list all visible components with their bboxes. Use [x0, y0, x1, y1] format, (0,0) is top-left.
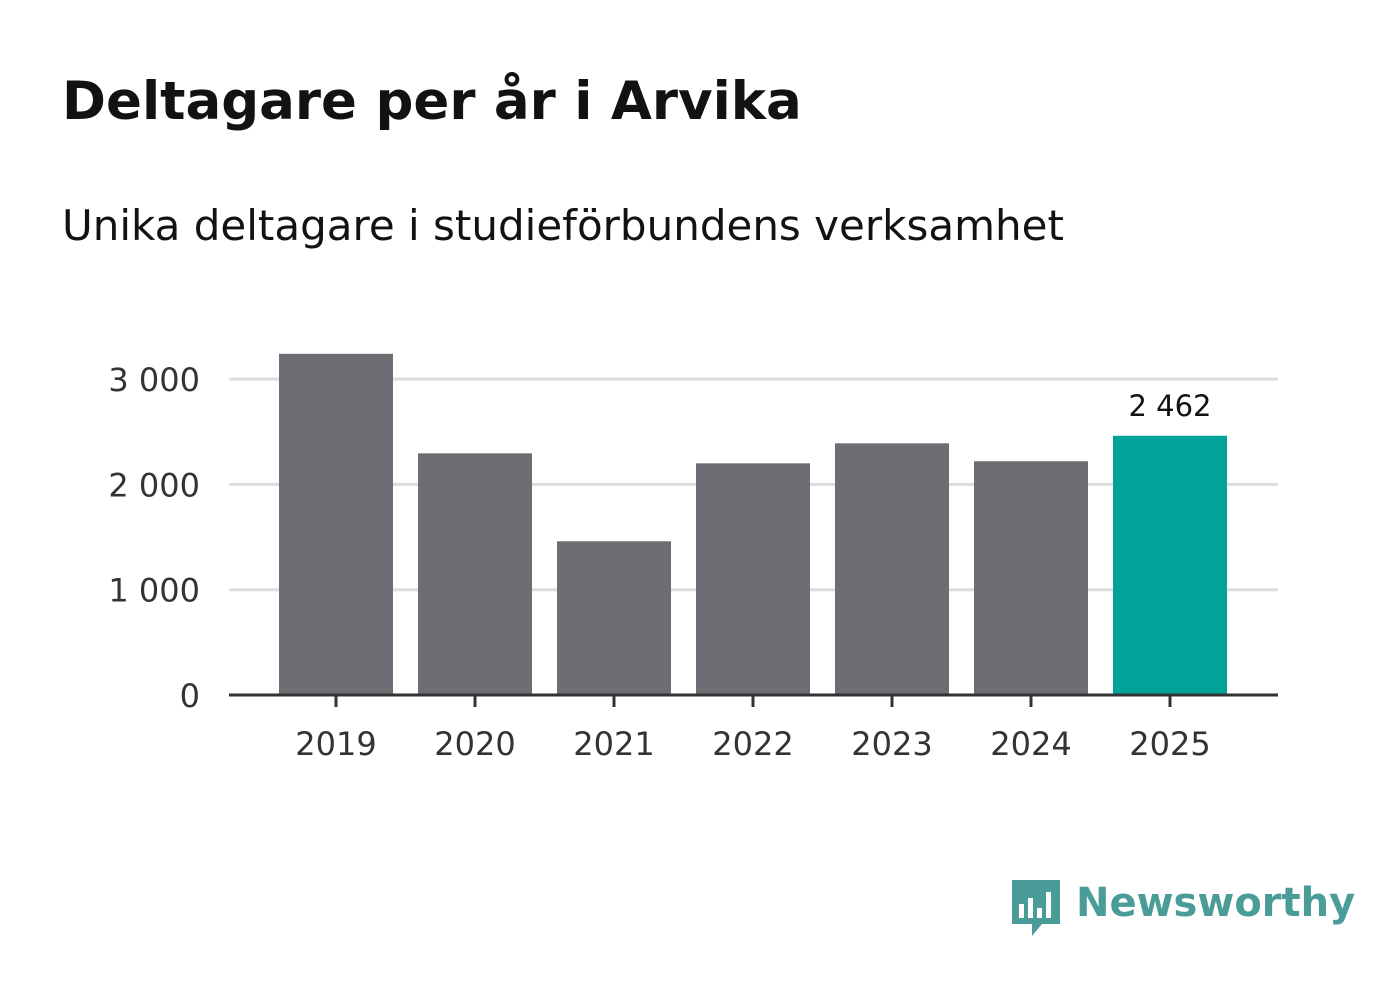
y-tick-label: 3 000	[108, 361, 200, 399]
bar-2025	[1113, 435, 1227, 695]
y-tick-label: 1 000	[108, 572, 200, 610]
x-tick-label: 2020	[434, 725, 515, 763]
x-tick-label: 2025	[1129, 725, 1210, 763]
bar-chart-speech-bubble-icon	[1012, 880, 1060, 936]
x-tick-label: 2022	[712, 725, 793, 763]
x-tick-label: 2021	[573, 725, 654, 763]
chart-title: Deltagare per år i Arvika	[62, 71, 802, 132]
bars	[279, 353, 1227, 695]
y-axis-labels: 0 1 000 2 000 3 000	[108, 361, 200, 715]
x-tick-label: 2019	[295, 725, 376, 763]
x-axis-labels: 2019 2020 2021 2022 2023 2024 2025	[295, 725, 1210, 763]
logo-wordmark: Newsworthy	[1076, 880, 1356, 926]
x-tick-label: 2024	[990, 725, 1071, 763]
bar-2024	[974, 461, 1088, 695]
newsworthy-logo: Newsworthy	[1010, 878, 1355, 942]
y-tick-label: 2 000	[108, 466, 200, 504]
data-label: 2 462	[1128, 389, 1211, 423]
x-tick-label: 2023	[851, 725, 932, 763]
data-labels: 2 462	[1128, 389, 1211, 423]
y-tick-label: 0	[180, 677, 200, 715]
chart-subtitle: Unika deltagare i studieförbundens verks…	[62, 201, 1064, 250]
bar-2020	[418, 453, 532, 695]
bar-2023	[835, 443, 949, 695]
bar-2019	[279, 353, 393, 695]
bar-2022	[696, 463, 810, 695]
x-axis	[229, 693, 1278, 707]
bar-2021	[557, 541, 671, 695]
